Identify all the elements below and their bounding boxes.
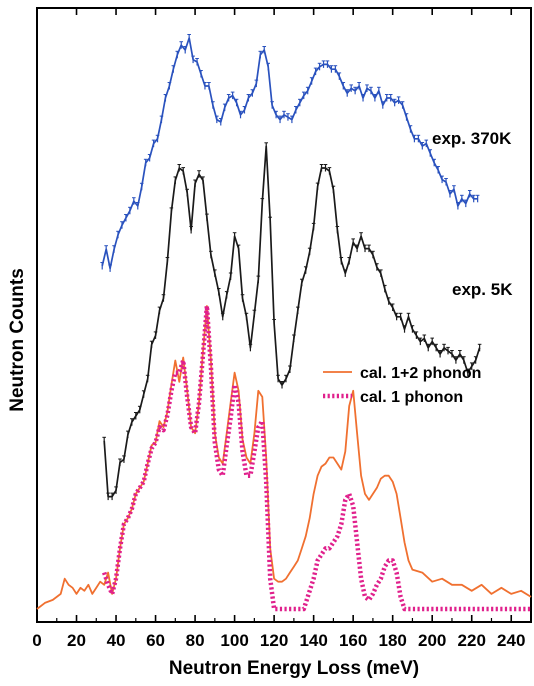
x-tick-label: 180 — [378, 631, 406, 650]
series-0 — [100, 34, 480, 272]
x-tick-label: 140 — [299, 631, 327, 650]
y-axis-label: Neutron Counts — [7, 268, 28, 412]
x-tick-label: 200 — [418, 631, 446, 650]
x-tick-label: 60 — [146, 631, 165, 650]
x-axis-label: Neutron Energy Loss (meV) — [169, 658, 419, 679]
x-tick-label: 20 — [67, 631, 86, 650]
series-line-1 — [103, 145, 481, 498]
series-line-0 — [101, 37, 478, 270]
x-tick-label: 100 — [220, 631, 248, 650]
series-label-exp-370k: exp. 370K — [432, 129, 512, 148]
series-line-cal-1-phonon — [102, 303, 531, 612]
series-1 — [102, 142, 482, 501]
x-tick-label: 80 — [186, 631, 205, 650]
legend-label-cal-1-2-phonon: cal. 1+2 phonon — [360, 365, 481, 382]
x-tick-label: 0 — [32, 631, 41, 650]
x-tick-label: 40 — [107, 631, 126, 650]
series-2 — [36, 305, 532, 610]
x-tick-label: 120 — [260, 631, 288, 650]
series-label-exp-5k: exp. 5K — [452, 280, 513, 299]
legend-label-cal-1-phonon: cal. 1 phonon — [360, 389, 463, 406]
series-line-cal-1-2-phonon — [36, 305, 532, 610]
plot-frame — [36, 7, 532, 623]
series-3 — [102, 303, 531, 612]
x-tick-label: 160 — [339, 631, 367, 650]
x-tick-label: 240 — [497, 631, 525, 650]
x-tick-label: 220 — [458, 631, 486, 650]
